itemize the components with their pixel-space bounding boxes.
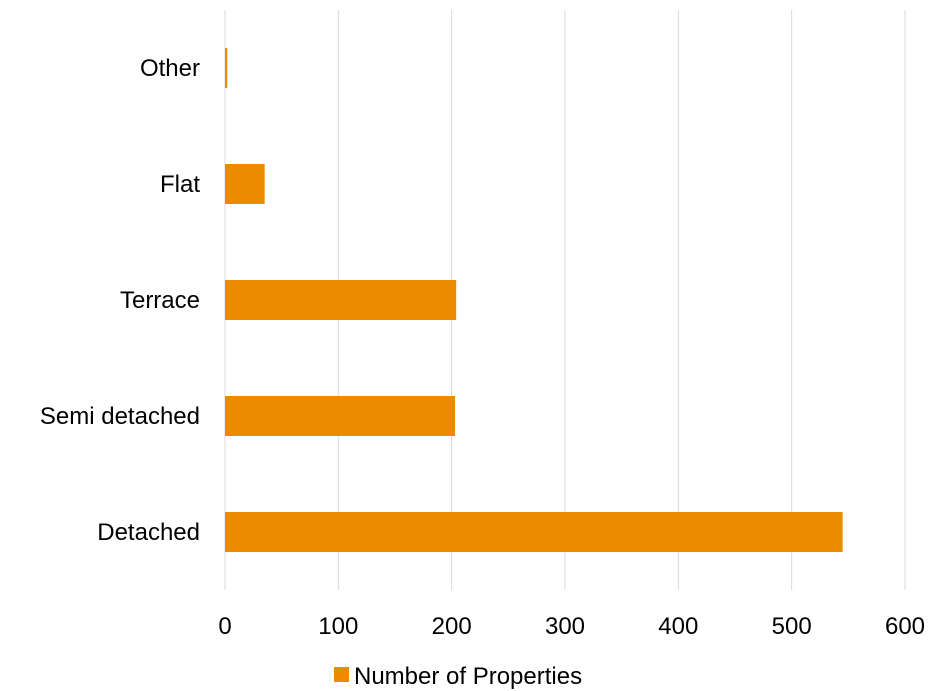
category-label: Detached: [97, 519, 200, 546]
x-axis-tick-labels: 0 100 200 300 400 500 600: [218, 613, 925, 640]
x-tick-label: 0: [218, 613, 231, 640]
bars: [225, 48, 843, 552]
legend-label: Number of Properties: [354, 663, 582, 690]
category-labels: Detached Semi detached Terrace Flat Other: [40, 55, 200, 546]
bar-semi-detached: [225, 396, 456, 436]
category-label: Terrace: [120, 287, 200, 314]
x-tick-label: 200: [432, 613, 472, 640]
bar-terrace: [225, 280, 457, 320]
x-tick-label: 400: [658, 613, 698, 640]
bar-flat: [225, 164, 265, 204]
legend: Number of Properties: [334, 663, 582, 690]
x-tick-label: 500: [772, 613, 812, 640]
category-label: Other: [140, 55, 200, 82]
bar-other: [225, 48, 228, 88]
legend-swatch: [334, 667, 349, 682]
x-tick-label: 100: [318, 613, 358, 640]
category-label: Flat: [160, 171, 200, 198]
x-tick-label: 300: [545, 613, 585, 640]
x-tick-label: 600: [885, 613, 925, 640]
bar-detached: [225, 512, 843, 552]
category-label: Semi detached: [40, 403, 200, 430]
